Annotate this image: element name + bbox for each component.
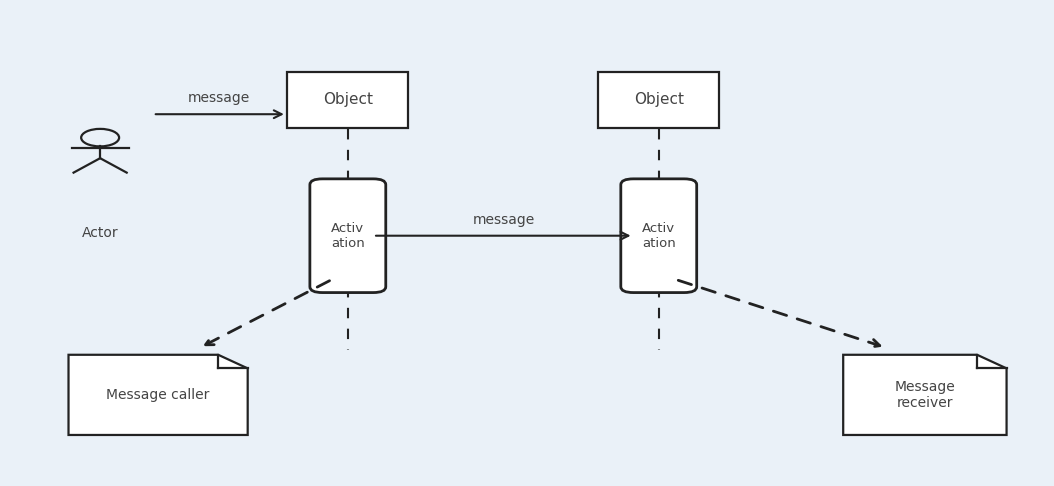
Text: Actor: Actor — [82, 226, 118, 240]
Text: Activ
ation: Activ ation — [642, 222, 676, 250]
FancyBboxPatch shape — [310, 179, 386, 293]
Text: message: message — [472, 213, 535, 227]
Polygon shape — [69, 355, 248, 435]
Bar — [599, 71, 719, 127]
Polygon shape — [843, 355, 1007, 435]
Text: Message
receiver: Message receiver — [895, 380, 955, 410]
Text: Object: Object — [323, 92, 373, 107]
Bar — [287, 71, 409, 127]
Text: Activ
ation: Activ ation — [331, 222, 365, 250]
Text: Message caller: Message caller — [106, 388, 210, 402]
Text: Object: Object — [633, 92, 684, 107]
Text: message: message — [188, 91, 251, 105]
FancyBboxPatch shape — [621, 179, 697, 293]
